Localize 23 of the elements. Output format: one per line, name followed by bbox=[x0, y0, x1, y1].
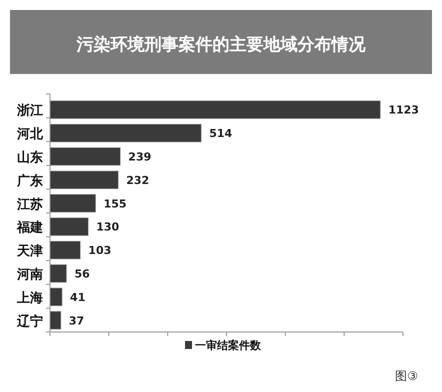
y-tick-label: 天津 bbox=[16, 244, 43, 260]
y-tick-label: 山东 bbox=[17, 150, 43, 166]
y-tick-label: 广东 bbox=[16, 172, 43, 189]
y-tick-label: 江苏 bbox=[16, 197, 43, 212]
chart-title: 污染环境刑事案件的主要地域分布情况 bbox=[76, 34, 366, 55]
data-label: 41 bbox=[70, 290, 86, 304]
legend-label: 一审结案件数 bbox=[195, 339, 262, 352]
data-label: 130 bbox=[96, 220, 120, 234]
y-tick-label: 福建 bbox=[16, 220, 43, 236]
y-tick-label: 浙江 bbox=[16, 104, 43, 119]
text: 图③ bbox=[395, 369, 418, 383]
data-label: 239 bbox=[128, 150, 152, 164]
y-tick-label: 辽宁 bbox=[16, 313, 43, 330]
data-label: 514 bbox=[209, 127, 233, 140]
data-label: 232 bbox=[126, 174, 150, 187]
data-label: 37 bbox=[68, 314, 84, 328]
data-label: 56 bbox=[74, 268, 90, 280]
y-tick-label: 河南 bbox=[16, 268, 43, 282]
data-label: 1123 bbox=[388, 104, 419, 117]
data-label: 155 bbox=[104, 197, 127, 210]
y-tick-label: 上海 bbox=[16, 290, 43, 306]
data-label: 103 bbox=[88, 244, 112, 258]
y-tick-label: 河北 bbox=[16, 127, 44, 142]
